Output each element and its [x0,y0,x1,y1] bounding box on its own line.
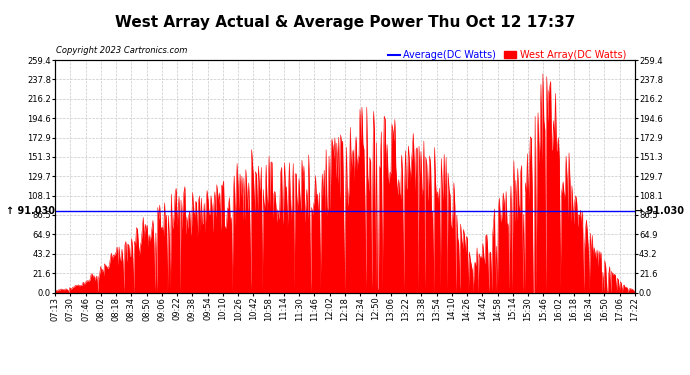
Text: Copyright 2023 Cartronics.com: Copyright 2023 Cartronics.com [57,46,188,56]
Text: West Array Actual & Average Power Thu Oct 12 17:37: West Array Actual & Average Power Thu Oc… [115,15,575,30]
Text: ↑ 91.030: ↑ 91.030 [6,206,55,216]
Text: → 91.030: → 91.030 [635,206,684,216]
Legend: Average(DC Watts), West Array(DC Watts): Average(DC Watts), West Array(DC Watts) [384,46,630,64]
